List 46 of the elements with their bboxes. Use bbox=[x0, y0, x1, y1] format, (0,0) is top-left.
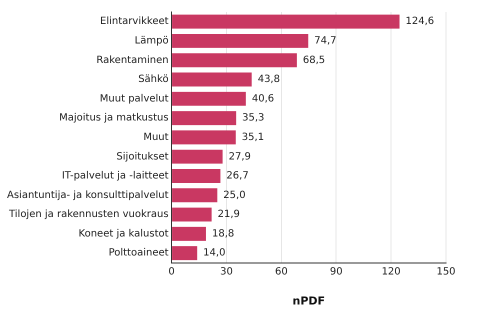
bar bbox=[172, 188, 218, 202]
y-tick-label: Koneet ja kalustot bbox=[78, 228, 169, 240]
bar bbox=[172, 246, 198, 260]
bar bbox=[172, 34, 308, 48]
data-label: 35,3 bbox=[242, 112, 264, 124]
y-tick-label: Lämpö bbox=[134, 36, 169, 47]
bar bbox=[172, 92, 246, 106]
y-tick-label: Sijoitukset bbox=[116, 151, 169, 162]
y-tick-label: Tilojen ja rakennusten vuokraus bbox=[8, 209, 169, 220]
y-tick-label: Polttoaineet bbox=[108, 248, 169, 259]
bar bbox=[172, 226, 206, 241]
y-tick-label: Sähkö bbox=[138, 74, 169, 86]
x-tick-label: 30 bbox=[220, 266, 233, 278]
y-tick-label: Muut palvelut bbox=[100, 93, 169, 104]
bar bbox=[172, 53, 297, 68]
data-label: 35,1 bbox=[242, 132, 264, 143]
y-tick-label: Majoitus ja matkustus bbox=[59, 112, 169, 124]
y-tick-label: Elintarvikkeet bbox=[100, 16, 169, 28]
x-axis-title: nPDF bbox=[292, 294, 326, 308]
y-tick-label: Rakentaminen bbox=[96, 54, 169, 66]
x-tick-label: 120 bbox=[382, 266, 401, 278]
data-label: 25,0 bbox=[223, 190, 246, 201]
y-tick-label: Asiantuntija- ja konsulttipalvelut bbox=[6, 190, 169, 201]
y-tick-label: IT-palvelut ja -laitteet bbox=[62, 170, 169, 182]
x-tick-label: 0 bbox=[168, 266, 175, 278]
data-label: 124,6 bbox=[406, 16, 434, 28]
y-tick-label: Muut bbox=[143, 132, 169, 143]
data-label: 74,7 bbox=[314, 36, 336, 47]
bar bbox=[172, 72, 252, 86]
data-label: 18,8 bbox=[212, 228, 234, 240]
data-label: 43,8 bbox=[258, 74, 280, 86]
data-label: 26,7 bbox=[226, 170, 249, 182]
data-label: 40,6 bbox=[252, 93, 274, 104]
bar bbox=[172, 130, 236, 144]
bar bbox=[172, 111, 236, 126]
bar bbox=[172, 14, 400, 29]
bar bbox=[172, 150, 223, 164]
data-label: 27,9 bbox=[228, 151, 251, 162]
bar bbox=[172, 208, 212, 222]
data-label: 68,5 bbox=[302, 54, 326, 66]
bar bbox=[172, 169, 220, 183]
data-label: 14,0 bbox=[203, 248, 226, 259]
x-tick-label: 90 bbox=[330, 266, 343, 278]
data-label: 21,9 bbox=[218, 209, 240, 220]
x-tick-label: 60 bbox=[274, 266, 288, 278]
x-tick-label: 150 bbox=[436, 266, 456, 278]
